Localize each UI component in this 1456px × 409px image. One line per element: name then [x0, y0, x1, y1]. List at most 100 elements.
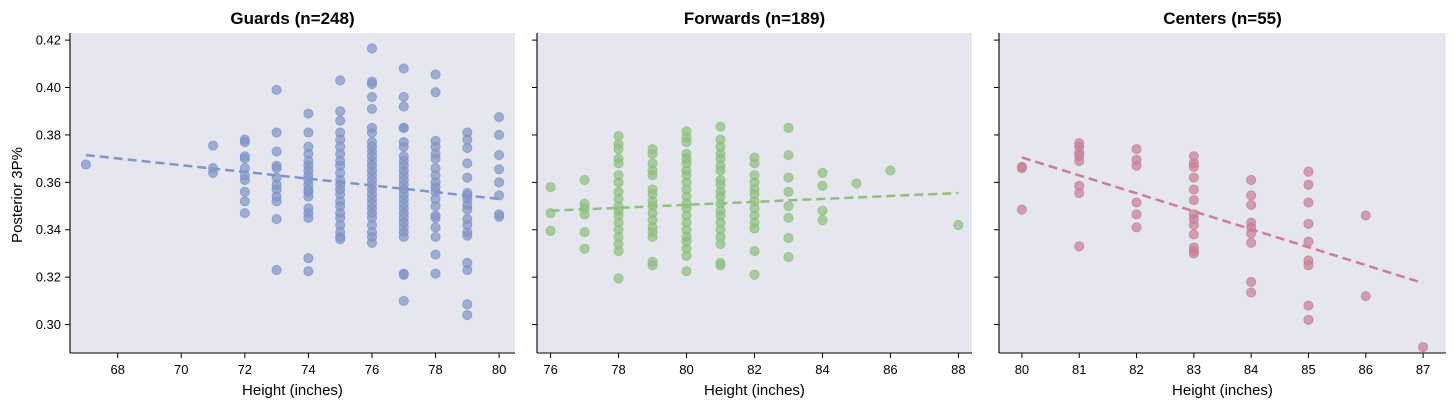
data-point [303, 127, 314, 138]
x-tick-label: 80 [492, 362, 506, 377]
data-point [1188, 219, 1199, 230]
x-tick-label: 83 [1187, 362, 1201, 377]
data-point [783, 172, 794, 183]
y-axis-label: Posterior 3P% [9, 147, 26, 243]
x-tick-label: 70 [174, 362, 188, 377]
data-point [1246, 190, 1257, 201]
x-tick-label: 76 [365, 362, 379, 377]
data-point [647, 231, 658, 242]
data-point [1131, 160, 1142, 171]
x-tick-label: 86 [1359, 362, 1373, 377]
data-point [398, 141, 409, 152]
data-point [398, 101, 409, 112]
data-point [462, 299, 473, 310]
y-tick-label: 0.34 [36, 222, 61, 237]
data-point [303, 253, 314, 264]
data-point [335, 234, 346, 245]
data-point [613, 131, 624, 142]
data-point [715, 165, 726, 176]
data-point [271, 146, 282, 157]
y-tick-label: 0.36 [36, 175, 61, 190]
data-point [783, 212, 794, 223]
data-point [430, 201, 441, 212]
data-point [579, 227, 590, 238]
data-point [430, 268, 441, 279]
data-point [1016, 204, 1027, 215]
data-point [462, 310, 473, 321]
data-point [462, 158, 473, 169]
data-point [462, 142, 473, 153]
data-point [1188, 161, 1199, 172]
data-point [817, 215, 828, 226]
data-point [366, 103, 377, 114]
data-point [303, 108, 314, 119]
data-point [613, 273, 624, 284]
x-tick-label: 78 [428, 362, 442, 377]
data-point [271, 265, 282, 276]
plot-background [999, 33, 1446, 353]
data-point [749, 246, 760, 257]
data-point [681, 250, 692, 261]
data-point [1074, 187, 1085, 198]
data-point [462, 204, 473, 215]
data-point [1188, 229, 1199, 240]
data-point [1303, 166, 1314, 177]
data-point [1246, 237, 1257, 248]
data-point [366, 92, 377, 103]
data-point [462, 172, 473, 183]
data-point [398, 295, 409, 306]
data-point [398, 231, 409, 242]
panels: 68 70 72 74 76 78 80 0.30 0.32 0.34 0.36 0.38 0.40 0.… [36, 9, 1446, 399]
data-point [271, 84, 282, 95]
data-point [462, 265, 473, 276]
data-point [494, 150, 505, 161]
data-point [783, 186, 794, 197]
data-point [398, 92, 409, 103]
data-point [1303, 314, 1314, 325]
data-point [613, 144, 624, 155]
y-tick-label: 0.32 [36, 270, 61, 285]
y-tick-label: 0.38 [36, 127, 61, 142]
data-point [613, 177, 624, 188]
data-point [430, 222, 441, 233]
x-tick-label: 80 [679, 362, 693, 377]
data-point [303, 266, 314, 277]
data-point [1246, 276, 1257, 287]
data-point [715, 260, 726, 271]
data-point [613, 158, 624, 169]
data-point [271, 214, 282, 225]
x-tick-label: 78 [611, 362, 625, 377]
data-point [681, 137, 692, 148]
data-point [1246, 287, 1257, 298]
data-point [239, 208, 250, 219]
data-point [239, 153, 250, 164]
x-tick-label: 68 [110, 362, 124, 377]
panel-title: Guards (n=248) [230, 9, 354, 28]
data-point [239, 196, 250, 207]
data-point [239, 137, 250, 148]
data-point [613, 246, 624, 257]
x-tick-label: 74 [301, 362, 315, 377]
data-point [783, 233, 794, 244]
data-point [398, 269, 409, 280]
data-point [1074, 241, 1085, 252]
x-tick-label: 72 [238, 362, 252, 377]
data-point [1246, 199, 1257, 210]
data-point [1131, 144, 1142, 155]
data-point [1303, 218, 1314, 229]
data-point [647, 148, 658, 159]
data-point [430, 249, 441, 260]
scatter-points [80, 43, 505, 321]
data-point [1188, 248, 1199, 259]
data-point [749, 269, 760, 280]
y-tick-label: 0.30 [36, 317, 61, 332]
data-point [1131, 197, 1142, 208]
data-point [494, 177, 505, 188]
data-point [817, 180, 828, 191]
data-point [398, 63, 409, 74]
data-point [494, 112, 505, 123]
x-tick-label: 81 [1072, 362, 1086, 377]
data-point [335, 75, 346, 86]
data-point [1303, 236, 1314, 247]
